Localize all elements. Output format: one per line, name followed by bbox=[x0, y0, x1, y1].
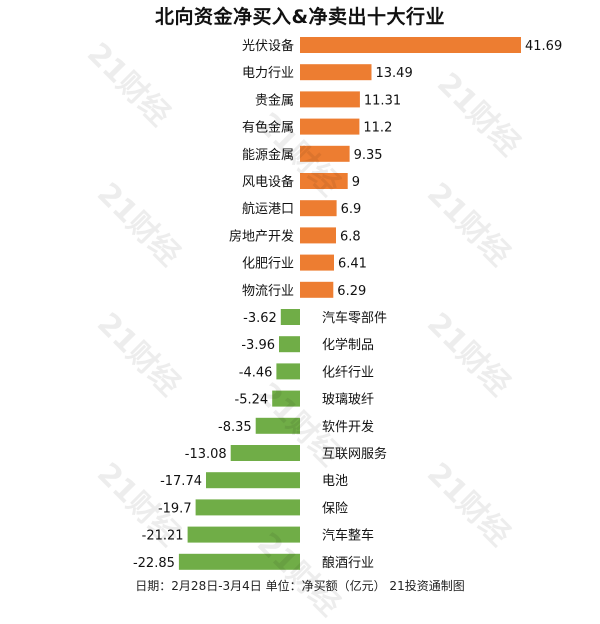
chart-title: 北向资金净买入&净卖出十大行业 bbox=[154, 6, 446, 28]
bar bbox=[300, 118, 360, 135]
bar bbox=[300, 254, 334, 271]
bar bbox=[279, 336, 300, 353]
category-label: 风电设备 bbox=[242, 174, 294, 190]
category-label: 电力行业 bbox=[242, 66, 294, 81]
bar bbox=[276, 363, 300, 380]
value-label: -19.7 bbox=[158, 501, 192, 516]
value-label: -8.35 bbox=[218, 420, 252, 435]
value-label: 6.41 bbox=[338, 257, 367, 272]
value-label: -13.08 bbox=[185, 447, 227, 462]
bar bbox=[300, 227, 336, 244]
value-label: -22.85 bbox=[133, 556, 175, 571]
category-label: 物流行业 bbox=[242, 284, 294, 299]
category-label: 软件开发 bbox=[322, 419, 374, 435]
bar bbox=[195, 499, 300, 516]
category-label: 化学制品 bbox=[322, 337, 374, 353]
bar bbox=[300, 281, 334, 298]
value-label: 9.35 bbox=[354, 148, 383, 163]
footer-note: 日期：2月28日-3月4日 单位：净买额（亿元） 21投资通制图 bbox=[135, 579, 465, 593]
bar bbox=[300, 173, 348, 189]
value-label: -17.74 bbox=[160, 474, 202, 489]
bar bbox=[300, 145, 350, 162]
value-label: 6.29 bbox=[337, 284, 366, 299]
category-label: 化纤行业 bbox=[322, 365, 374, 380]
category-label: 酿酒行业 bbox=[322, 555, 374, 571]
category-label: 贵金属 bbox=[255, 92, 294, 108]
bar bbox=[178, 553, 300, 570]
value-label: -5.24 bbox=[235, 393, 269, 408]
value-label: 13.49 bbox=[376, 66, 413, 81]
bar bbox=[300, 91, 360, 108]
category-label: 能源金属 bbox=[242, 147, 294, 163]
value-label: 11.2 bbox=[363, 121, 392, 136]
category-label: 房地产开发 bbox=[229, 228, 294, 244]
category-label: 光伏设备 bbox=[242, 38, 294, 54]
bar bbox=[206, 472, 300, 489]
category-label: 玻璃玻纤 bbox=[322, 393, 374, 408]
category-label: 汽车零部件 bbox=[322, 310, 387, 326]
value-label: 6.9 bbox=[341, 202, 362, 217]
category-label: 互联网服务 bbox=[322, 446, 387, 462]
value-label: 11.31 bbox=[364, 93, 401, 108]
bar bbox=[280, 309, 300, 325]
bar-chart: 光伏设备 41.69 电力行业 13.49 贵金属 11.31 有色金属 11.2 能源金属 9.… bbox=[133, 37, 562, 571]
category-label: 保险 bbox=[322, 501, 348, 516]
bar bbox=[230, 445, 300, 461]
value-label: -3.62 bbox=[243, 311, 277, 326]
category-label: 电池 bbox=[322, 474, 348, 489]
bar bbox=[300, 200, 337, 217]
bar bbox=[255, 417, 300, 434]
value-label: 6.8 bbox=[340, 229, 361, 244]
value-label: -21.21 bbox=[142, 529, 184, 544]
bar bbox=[272, 390, 300, 407]
category-label: 汽车整车 bbox=[322, 528, 374, 544]
bar bbox=[187, 526, 300, 543]
value-label: 41.69 bbox=[525, 39, 562, 54]
value-label: -4.46 bbox=[239, 365, 273, 380]
bar bbox=[300, 37, 521, 53]
value-label: -3.96 bbox=[241, 338, 275, 353]
bar bbox=[300, 64, 372, 81]
category-label: 航运港口 bbox=[242, 201, 294, 217]
category-label: 有色金属 bbox=[242, 120, 294, 136]
category-label: 化肥行业 bbox=[242, 257, 294, 272]
value-label: 9 bbox=[352, 175, 360, 190]
